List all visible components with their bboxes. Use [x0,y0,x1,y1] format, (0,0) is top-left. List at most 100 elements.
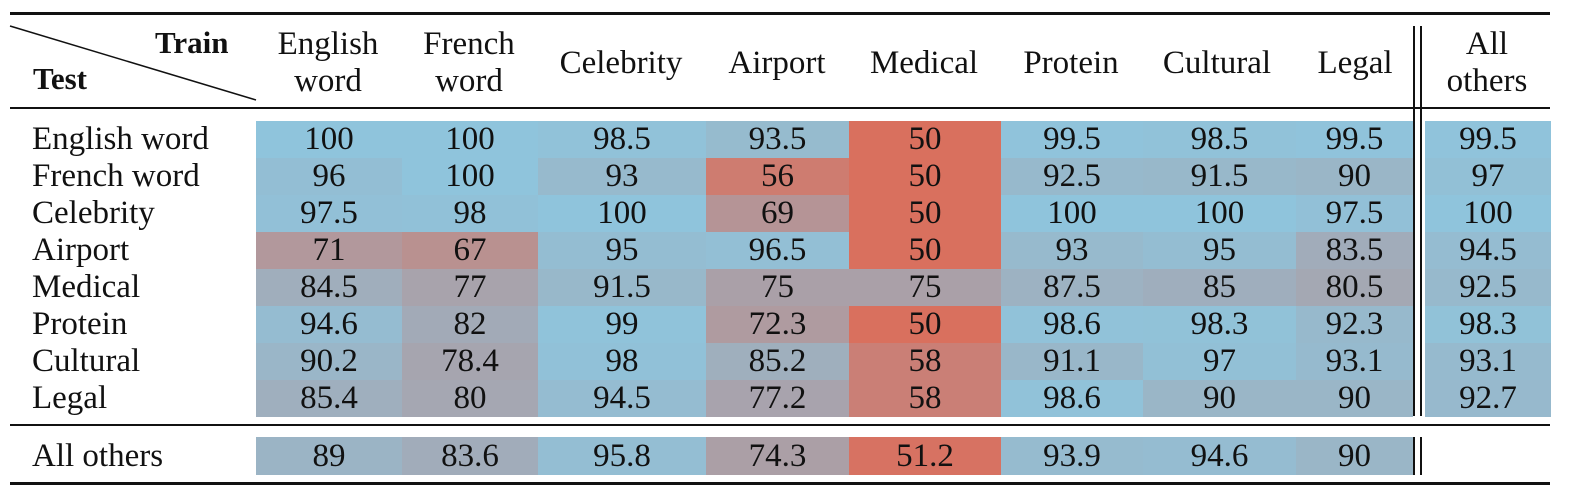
column-header: Airport [728,44,826,81]
corner-diagonal [9,25,257,101]
table-cell: 98.6 [1001,306,1143,343]
table-cell: 97 [1425,158,1551,195]
table-cell: 94.5 [538,380,706,417]
table-cell: 50 [849,158,1001,195]
column-header: Cultural [1162,44,1272,81]
table-cell: 92.5 [1425,269,1551,306]
table-cell: 85.2 [706,343,849,380]
row-label: Airport [32,232,130,268]
table-cell: 99.5 [1296,121,1413,158]
summary-cell: 94.6 [1143,437,1296,475]
row-label: Cultural [32,343,141,379]
table-cell: 91.1 [1001,343,1143,380]
separator-line-right [1420,26,1422,416]
table-cell: 83.5 [1296,232,1413,269]
table-cell: 50 [849,121,1001,158]
row-label: Legal [32,380,108,416]
table-cell: 98.6 [1001,380,1143,417]
table-cell: 97.5 [256,195,402,232]
table-cell: 98 [402,195,538,232]
table-cell: 100 [256,121,402,158]
table-cell: 75 [706,269,849,306]
table-cell: 80.5 [1296,269,1413,306]
table-cell: 50 [849,232,1001,269]
summary-cell [1425,437,1551,475]
table-cell: 94.5 [1425,232,1551,269]
table-cell: 85 [1143,269,1296,306]
table-cell: 100 [538,195,706,232]
table-cell: 67 [402,232,538,269]
table-cell: 93 [1001,232,1143,269]
table-cell: 98.3 [1425,306,1551,343]
summary-cell: 83.6 [402,437,538,475]
table-cell: 84.5 [256,269,402,306]
table-cell: 80 [402,380,538,417]
table-cell: 50 [849,306,1001,343]
table-cell: 96 [256,158,402,195]
column-header: All others [1446,26,1528,99]
header-rule [10,107,1550,109]
summary-cell: 93.9 [1001,437,1143,475]
column-header: Legal [1317,44,1393,81]
table-cell: 82 [402,306,538,343]
table-cell: 56 [706,158,849,195]
table-cell: 100 [1143,195,1296,232]
separator-line-left [1413,26,1415,416]
summary-cell: 74.3 [706,437,849,475]
table-cell: 100 [402,158,538,195]
table-cell: 72.3 [706,306,849,343]
table-cell: 94.6 [256,306,402,343]
table-cell: 92.3 [1296,306,1413,343]
table-cell: 97 [1143,343,1296,380]
table-cell: 99 [538,306,706,343]
table-cell: 78.4 [402,343,538,380]
table-cell: 58 [849,343,1001,380]
table-cell: 91.5 [1143,158,1296,195]
table-cell: 93 [538,158,706,195]
summary-rule [10,424,1550,426]
table-cell: 90 [1296,158,1413,195]
summary-cell: 95.8 [538,437,706,475]
table-cell: 97.5 [1296,195,1413,232]
table-cell: 93.1 [1425,343,1551,380]
table-cell: 98.5 [538,121,706,158]
table-cell: 95 [1143,232,1296,269]
row-label: French word [32,158,200,194]
table-cell: 50 [849,195,1001,232]
table-cell: 77 [402,269,538,306]
table-cell: 92.5 [1001,158,1143,195]
table-cell: 99.5 [1425,121,1551,158]
table-cell: 96.5 [706,232,849,269]
summary-separator-line-left [1413,437,1415,475]
corner-train-label: Train [155,25,229,60]
table-cell: 98.3 [1143,306,1296,343]
table-cell: 71 [256,232,402,269]
table-cell: 99.5 [1001,121,1143,158]
table-cell: 91.5 [538,269,706,306]
column-header: Celebrity [559,44,683,81]
table-cell: 100 [1001,195,1143,232]
table-cell: 100 [402,121,538,158]
row-label: Protein [32,306,128,342]
table-cell: 90.2 [256,343,402,380]
summary-separator-line-right [1420,437,1422,475]
table-cell: 93.1 [1296,343,1413,380]
column-header: Protein [1023,44,1119,81]
column-header: French word [423,26,515,99]
row-label: Medical [32,269,141,305]
table-cell: 77.2 [706,380,849,417]
table-cell: 85.4 [256,380,402,417]
summary-cell: 90 [1296,437,1413,475]
table-cell: 75 [849,269,1001,306]
bottom-rule [10,482,1550,485]
table-cell: 90 [1296,380,1413,417]
table-cell: 95 [538,232,706,269]
summary-cell: 51.2 [849,437,1001,475]
table-cell: 98 [538,343,706,380]
table-cell: 58 [849,380,1001,417]
table-cell: 69 [706,195,849,232]
table-cell: 98.5 [1143,121,1296,158]
top-rule [10,12,1550,15]
summary-cell: 89 [256,437,402,475]
